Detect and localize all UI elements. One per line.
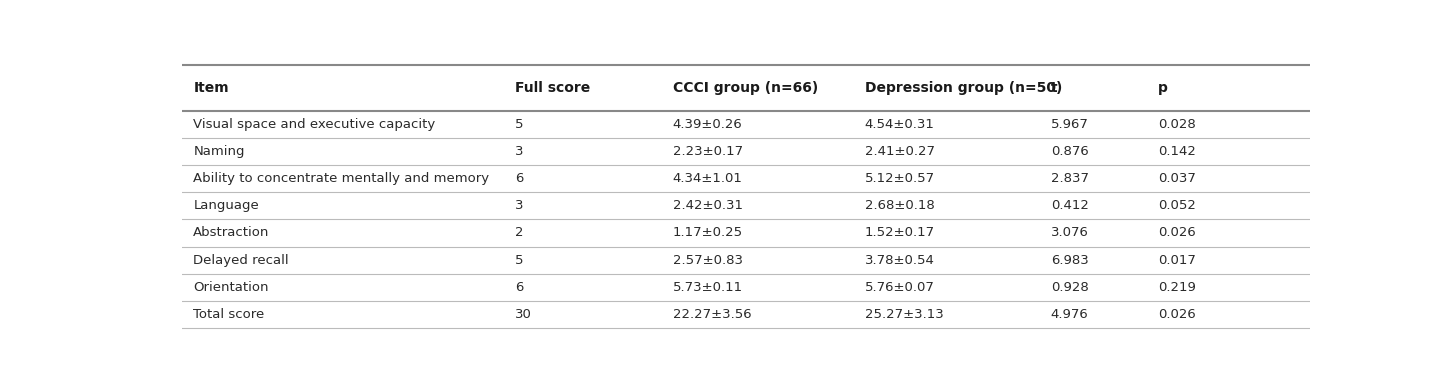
Text: Ability to concentrate mentally and memory: Ability to concentrate mentally and memo… <box>194 172 489 185</box>
Text: 0.026: 0.026 <box>1158 227 1195 240</box>
Text: 0.026: 0.026 <box>1158 308 1195 321</box>
Text: 3.076: 3.076 <box>1051 227 1089 240</box>
Text: 0.876: 0.876 <box>1051 145 1089 158</box>
Text: Delayed recall: Delayed recall <box>194 254 288 267</box>
Text: 0.412: 0.412 <box>1051 199 1089 212</box>
Text: 4.976: 4.976 <box>1051 308 1089 321</box>
Text: CCCI group (n=66): CCCI group (n=66) <box>673 81 818 94</box>
Text: 2.837: 2.837 <box>1051 172 1089 185</box>
Text: Depression group (n=50): Depression group (n=50) <box>865 81 1061 94</box>
Text: Item: Item <box>194 81 229 94</box>
Text: 2.42±0.31: 2.42±0.31 <box>673 199 743 212</box>
Text: 4.39±0.26: 4.39±0.26 <box>673 118 743 131</box>
Text: 2.23±0.17: 2.23±0.17 <box>673 145 743 158</box>
Text: 2.57±0.83: 2.57±0.83 <box>673 254 743 267</box>
Text: 2: 2 <box>515 227 523 240</box>
Text: 5.12±0.57: 5.12±0.57 <box>865 172 935 185</box>
Text: 0.037: 0.037 <box>1158 172 1195 185</box>
Text: 4.34±1.01: 4.34±1.01 <box>673 172 743 185</box>
Text: Naming: Naming <box>194 145 245 158</box>
Text: 5.76±0.07: 5.76±0.07 <box>865 281 935 294</box>
Text: t: t <box>1051 81 1057 94</box>
Text: Language: Language <box>194 199 259 212</box>
Text: Full score: Full score <box>515 81 590 94</box>
Text: Abstraction: Abstraction <box>194 227 269 240</box>
Text: 2.68±0.18: 2.68±0.18 <box>865 199 935 212</box>
Text: 0.219: 0.219 <box>1158 281 1195 294</box>
Text: 0.017: 0.017 <box>1158 254 1195 267</box>
Text: 4.54±0.31: 4.54±0.31 <box>865 118 935 131</box>
Text: 3: 3 <box>515 199 523 212</box>
Text: 0.142: 0.142 <box>1158 145 1195 158</box>
Text: 5: 5 <box>515 118 523 131</box>
Text: 5.967: 5.967 <box>1051 118 1089 131</box>
Text: 3: 3 <box>515 145 523 158</box>
Text: 0.928: 0.928 <box>1051 281 1089 294</box>
Text: p: p <box>1158 81 1168 94</box>
Text: 5.73±0.11: 5.73±0.11 <box>673 281 743 294</box>
Text: Visual space and executive capacity: Visual space and executive capacity <box>194 118 435 131</box>
Text: 2.41±0.27: 2.41±0.27 <box>865 145 935 158</box>
Text: 30: 30 <box>515 308 531 321</box>
Text: 22.27±3.56: 22.27±3.56 <box>673 308 751 321</box>
Text: 3.78±0.54: 3.78±0.54 <box>865 254 935 267</box>
Text: 6: 6 <box>515 281 523 294</box>
Text: Orientation: Orientation <box>194 281 269 294</box>
Text: 6: 6 <box>515 172 523 185</box>
Text: 0.028: 0.028 <box>1158 118 1195 131</box>
Text: 5: 5 <box>515 254 523 267</box>
Text: 1.17±0.25: 1.17±0.25 <box>673 227 743 240</box>
Text: 25.27±3.13: 25.27±3.13 <box>865 308 943 321</box>
Text: 1.52±0.17: 1.52±0.17 <box>865 227 935 240</box>
Text: 0.052: 0.052 <box>1158 199 1195 212</box>
Text: Total score: Total score <box>194 308 265 321</box>
Text: 6.983: 6.983 <box>1051 254 1089 267</box>
